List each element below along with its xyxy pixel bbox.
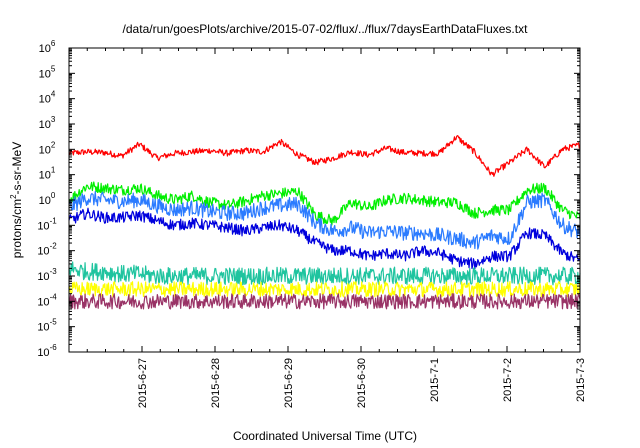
x-tick-label: 2015-7-3: [575, 358, 587, 402]
y-axis: 10-610-510-410-310-210-11001011021031041…: [37, 39, 580, 359]
y-tick-exponent: -6: [50, 343, 58, 352]
x-tick-label: 2015-6-28: [210, 358, 222, 408]
y-tick-base: 10: [39, 43, 51, 55]
series-layer: [68, 135, 581, 310]
x-axis: 2015-6-27 2015-6-28 2015-6-29 2015-6-30 2015…: [86, 48, 587, 408]
y-tick-exponent: -1: [50, 216, 58, 225]
x-tick-label: 2015-6-27: [137, 358, 149, 408]
x-tick-label: 2015-7-2: [502, 358, 514, 402]
y-tick-base: 10: [39, 144, 51, 156]
y-tick-label: 10-5: [37, 318, 57, 334]
y-tick-base: 10: [39, 170, 51, 182]
y-tick-label: 10-1: [37, 216, 57, 232]
y-tick-exponent: -3: [50, 267, 58, 276]
y-tick-label: 102: [39, 140, 56, 156]
series-line-4: [68, 207, 581, 270]
y-tick-label: 105: [39, 64, 56, 80]
x-tick-label: 2015-7-1: [429, 358, 441, 402]
y-tick-label: 10-6: [37, 343, 57, 359]
x-axis-label: Coordinated Universal Time (UTC): [233, 429, 417, 443]
y-tick-label: 101: [39, 166, 56, 182]
y-tick-base: 10: [39, 119, 51, 131]
chart-title: /data/run/goesPlots/archive/2015-07-02/f…: [123, 22, 529, 36]
y-tick-base: 10: [37, 271, 49, 283]
y-tick-exponent: 1: [51, 166, 56, 175]
y-tick-label: 104: [39, 90, 56, 106]
y-tick-exponent: -4: [50, 292, 58, 301]
y-axis-label-base: protons/cm: [10, 199, 24, 258]
y-tick-label: 106: [39, 39, 56, 55]
y-tick-base: 10: [39, 195, 51, 207]
y-tick-base: 10: [37, 246, 49, 258]
series-line-6: [68, 281, 581, 298]
y-tick-label: 100: [39, 191, 56, 207]
y-tick-base: 10: [37, 220, 49, 232]
y-tick-exponent: 5: [51, 64, 56, 73]
y-axis-label: protons/cm2-s-sr-MeV: [9, 142, 24, 258]
y-tick-exponent: 3: [51, 115, 56, 124]
y-tick-base: 10: [37, 347, 49, 359]
y-tick-base: 10: [39, 94, 51, 106]
series-line-3: [68, 190, 581, 250]
y-tick-exponent: 0: [51, 191, 56, 200]
y-tick-exponent: -5: [50, 318, 58, 327]
y-tick-base: 10: [39, 68, 51, 80]
series-line-2: [68, 181, 581, 226]
y-tick-label: 10-3: [37, 267, 57, 283]
y-tick-exponent: 6: [51, 39, 56, 48]
y-axis-label-superscript: 2: [9, 194, 18, 199]
y-tick-label: 10-2: [37, 242, 57, 258]
y-tick-exponent: 2: [51, 140, 56, 149]
y-axis-label-rest: -s-sr-MeV: [10, 142, 24, 195]
series-line-1: [68, 135, 581, 177]
x-tick-label: 2015-6-30: [356, 358, 368, 408]
series-line-5: [68, 261, 581, 286]
y-tick-base: 10: [37, 296, 49, 308]
series-line-7: [68, 293, 581, 310]
y-tick-exponent: -2: [50, 242, 58, 251]
y-tick-exponent: 4: [51, 90, 56, 99]
y-tick-label: 10-4: [37, 292, 57, 308]
x-tick-label: 2015-6-29: [283, 358, 295, 408]
y-tick-label: 103: [39, 115, 56, 131]
y-tick-base: 10: [37, 322, 49, 334]
